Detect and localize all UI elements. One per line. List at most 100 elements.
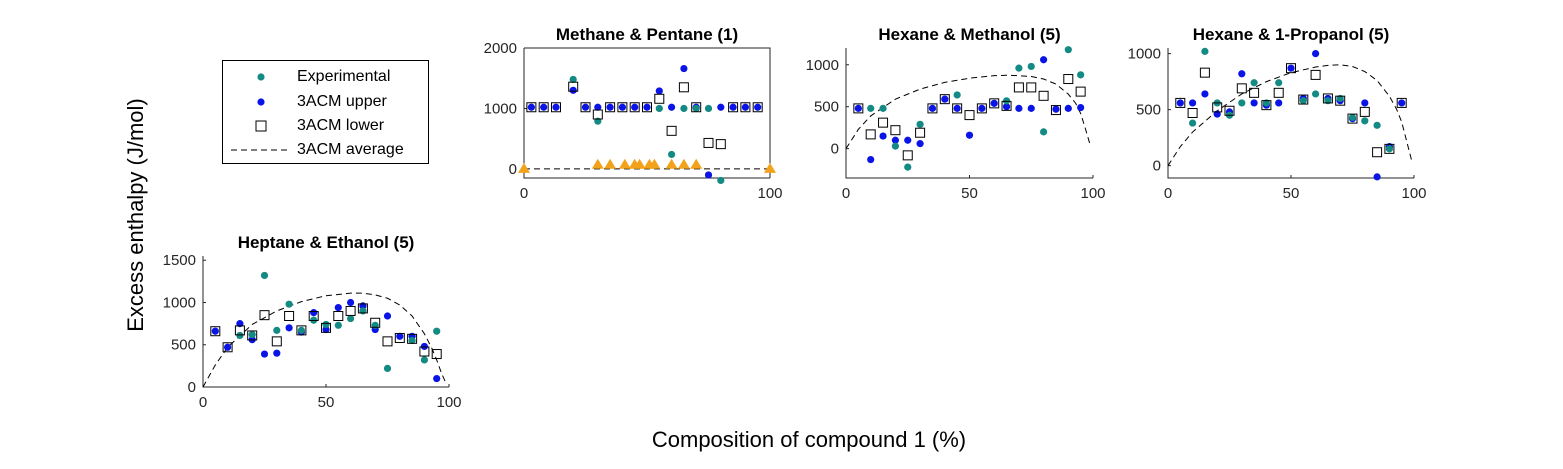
experimental-point xyxy=(668,150,676,159)
lower-point xyxy=(1261,100,1272,111)
upper-point xyxy=(581,103,590,111)
lower-point xyxy=(1310,69,1321,80)
x-tick-label: 100 xyxy=(436,394,461,411)
experimental-point xyxy=(420,356,428,364)
lower-point xyxy=(296,325,307,336)
experimental-point xyxy=(953,91,961,99)
upper-point xyxy=(285,324,293,332)
experimental-point xyxy=(1077,71,1085,79)
upper-point xyxy=(631,103,639,111)
upper-point xyxy=(1275,99,1283,107)
experimental-point xyxy=(383,364,392,373)
legend-item-3acm-average: 3ACM average xyxy=(223,138,428,162)
lower-point xyxy=(654,93,665,104)
triangle-point xyxy=(764,162,776,173)
legend-item-3acm-lower: 3ACM lower xyxy=(223,114,428,138)
experimental-point xyxy=(1015,64,1023,72)
series-3acm-average-line xyxy=(1167,64,1413,166)
experimental-point xyxy=(1040,128,1048,136)
upper-point xyxy=(347,298,355,307)
experimental-point xyxy=(1312,90,1320,98)
x-tick-label: 50 xyxy=(961,185,978,202)
x-tick-label: 0 xyxy=(1164,185,1172,202)
y-tick-label: 500 xyxy=(171,337,196,354)
x-tick-label: 100 xyxy=(757,185,782,202)
lower-point xyxy=(550,102,561,113)
upper-point xyxy=(420,342,428,351)
upper-point xyxy=(867,155,875,164)
triangle-point xyxy=(677,158,690,169)
lower-point xyxy=(678,82,689,93)
upper-point xyxy=(1201,90,1209,98)
upper-point xyxy=(754,103,762,111)
x-tick-label: 50 xyxy=(1283,185,1300,202)
legend-marker-3acm-lower xyxy=(255,120,267,132)
upper-point xyxy=(1027,104,1035,112)
experimental-point xyxy=(1250,79,1258,87)
upper-point xyxy=(680,64,688,73)
upper-point xyxy=(965,131,974,139)
lower-point xyxy=(210,326,221,337)
triangle-point xyxy=(690,158,703,169)
upper-point xyxy=(396,332,404,340)
experimental-point xyxy=(1201,47,1209,55)
upper-point xyxy=(928,104,937,112)
upper-point xyxy=(941,95,949,103)
lower-point xyxy=(1175,97,1186,108)
experimental-point xyxy=(1373,121,1381,129)
upper-point xyxy=(904,136,912,144)
lower-point xyxy=(1063,74,1074,85)
upper-point xyxy=(1189,99,1197,107)
lower-point xyxy=(345,305,356,316)
lower-point xyxy=(1212,102,1223,113)
subplot-title: Hexane & 1-Propanol (5) xyxy=(1193,25,1390,44)
upper-point xyxy=(1398,99,1406,107)
legend: Experimental 3ACM upper 3ACM lower 3ACM … xyxy=(222,60,429,164)
experimental-point xyxy=(322,320,330,329)
triangle-point xyxy=(518,162,530,173)
upper-point xyxy=(704,171,713,179)
lower-point xyxy=(1298,94,1309,105)
x-tick-label: 50 xyxy=(318,394,335,411)
upper-point xyxy=(978,104,986,112)
lower-point xyxy=(1050,105,1061,116)
upper-point xyxy=(618,103,627,111)
y-tick-label: 0 xyxy=(509,161,517,178)
triangle-point xyxy=(604,158,617,169)
upper-point xyxy=(1064,104,1072,112)
y-tick-label: 0 xyxy=(1153,158,1161,175)
upper-point xyxy=(953,104,961,112)
lower-point xyxy=(865,129,876,140)
legend-marker-experimental xyxy=(257,73,265,81)
lower-point xyxy=(1075,86,1086,97)
lower-point xyxy=(617,102,628,113)
lower-point xyxy=(592,109,603,120)
triangle-point xyxy=(648,158,661,169)
y-tick-label: 500 xyxy=(814,99,839,116)
lower-point xyxy=(1001,100,1012,111)
experimental-point xyxy=(273,326,281,334)
y-tick-label: 500 xyxy=(1136,102,1161,119)
experimental-point xyxy=(285,300,293,308)
upper-point xyxy=(990,99,998,107)
lower-point xyxy=(1026,82,1037,93)
upper-point xyxy=(717,103,725,111)
y-axis-label: Excess enthalpy (J/mol) xyxy=(123,98,148,332)
upper-point xyxy=(1238,70,1246,78)
series-3acm-average-line xyxy=(845,74,1092,149)
upper-point xyxy=(1040,56,1048,64)
lower-point xyxy=(1236,83,1247,94)
lower-point xyxy=(989,98,1000,109)
experimental-point xyxy=(1275,79,1283,87)
subplot-title: Hexane & Methanol (5) xyxy=(878,25,1060,44)
experimental-point xyxy=(260,271,269,280)
upper-point xyxy=(643,103,651,111)
experimental-point xyxy=(1348,113,1357,122)
lower-point xyxy=(691,102,702,113)
upper-point xyxy=(1373,173,1381,181)
experimental-point xyxy=(867,104,875,112)
experimental-point xyxy=(704,104,713,113)
upper-point xyxy=(1052,105,1060,113)
